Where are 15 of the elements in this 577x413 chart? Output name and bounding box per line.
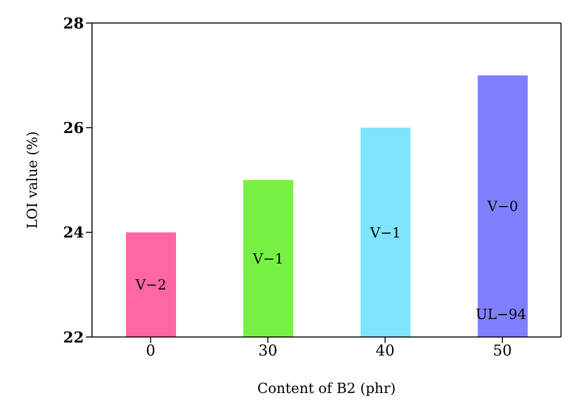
y-tick-label: 28 [63, 14, 84, 32]
x-tick-label: 50 [492, 342, 512, 360]
annotation: UL−94 [474, 307, 528, 323]
data-label: V−1 [252, 251, 284, 268]
x-tick-label: 30 [258, 342, 278, 360]
y-tick-label: 22 [63, 328, 84, 346]
x-axis-title: Content of B2 (phr) [257, 381, 396, 397]
y-tick-label: 26 [63, 118, 84, 137]
y-axis-title: LOI value (%) [24, 131, 41, 229]
data-label: V−0 [486, 199, 518, 216]
x-tick-label: 40 [376, 342, 395, 360]
x-tick-label: 0 [146, 342, 156, 360]
data-label: V−2 [134, 278, 166, 294]
data-label: V−1 [369, 225, 401, 242]
y-tick-label: 24 [63, 224, 84, 242]
